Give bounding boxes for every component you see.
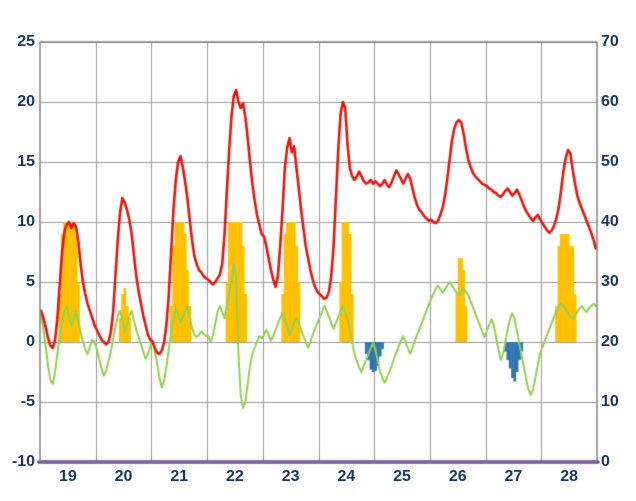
left-axis-tick-label: -10 bbox=[11, 453, 35, 470]
left-axis-tick-label: -5 bbox=[20, 393, 35, 410]
right-axis-tick-label: 40 bbox=[601, 213, 619, 230]
x-axis-tick-label: 25 bbox=[393, 468, 411, 485]
left-axis-tick-label: 10 bbox=[17, 213, 35, 230]
left-axis-tick-label: 25 bbox=[17, 33, 35, 50]
x-axis-tick-label: 20 bbox=[114, 468, 133, 485]
left-axis-tick-label: 5 bbox=[26, 273, 35, 290]
right-axis-tick-label: 50 bbox=[601, 153, 619, 170]
x-axis-tick-label: 23 bbox=[281, 468, 300, 485]
x-axis-tick-label: 24 bbox=[337, 468, 356, 485]
x-axis-tick-label: 22 bbox=[226, 468, 244, 485]
right-axis-tick-label: 10 bbox=[601, 393, 619, 410]
x-axis-tick-label: 21 bbox=[170, 468, 189, 485]
left-axis-tick-label: 0 bbox=[26, 333, 35, 350]
x-axis-tick-label: 26 bbox=[448, 468, 467, 485]
right-axis-tick-label: 70 bbox=[601, 33, 619, 50]
right-axis-tick-label: 0 bbox=[601, 453, 610, 470]
left-axis-tick-label: 15 bbox=[17, 153, 35, 170]
right-axis-tick-label: 20 bbox=[601, 333, 619, 350]
x-axis-tick-label: 28 bbox=[560, 468, 579, 485]
x-axis-tick-label: 19 bbox=[58, 468, 77, 485]
x-axis-tick-label: 27 bbox=[504, 468, 523, 485]
left-axis-tick-label: 20 bbox=[17, 93, 35, 110]
right-axis-tick-label: 60 bbox=[601, 93, 619, 110]
right-axis-tick-label: 30 bbox=[601, 273, 619, 290]
